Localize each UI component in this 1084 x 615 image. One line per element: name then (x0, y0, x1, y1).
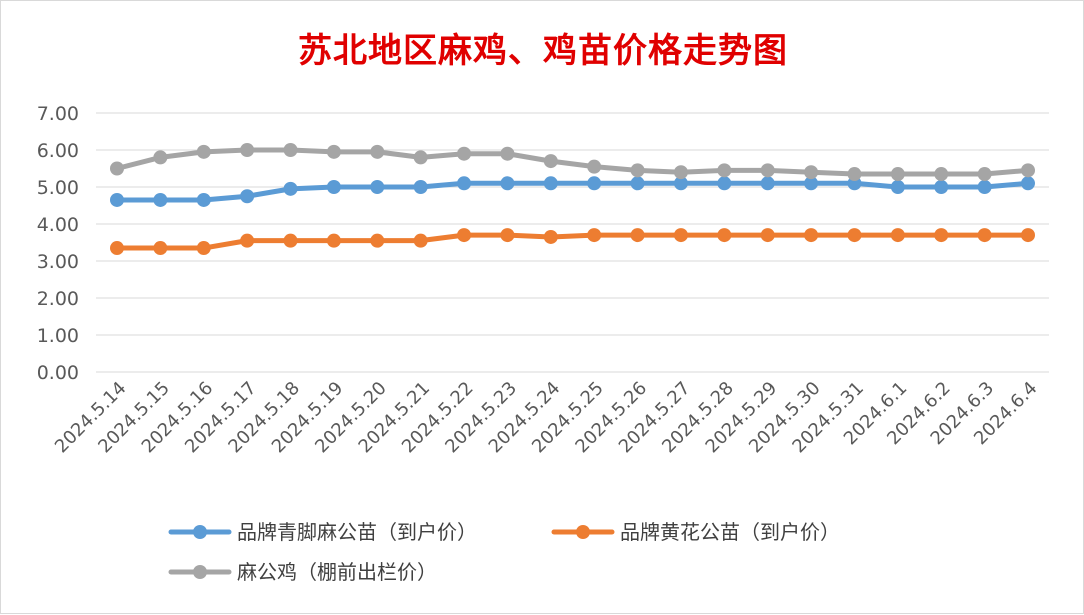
data-point (283, 181, 298, 196)
data-point (543, 176, 558, 191)
y-tick-label: 5.00 (37, 177, 79, 199)
legend-item: 麻公鸡（棚前出栏价） (168, 560, 437, 584)
data-point (283, 143, 298, 157)
data-point (153, 192, 168, 207)
series-line-1 (114, 180, 1031, 203)
legend-label: 麻公鸡（棚前出栏价） (237, 560, 437, 584)
y-axis-ticks: 0.00 1.00 2.00 3.00 4.00 5.00 6.00 7.00 (37, 103, 79, 384)
data-point (977, 167, 992, 182)
data-point (500, 176, 515, 191)
data-point (804, 228, 819, 243)
legend-item: 品牌青脚麻公苗（到户价） (168, 520, 477, 544)
y-tick-label: 6.00 (37, 140, 79, 162)
data-point (630, 163, 645, 178)
y-tick-label: 0.00 (37, 362, 79, 384)
data-point (760, 228, 775, 243)
y-tick-label: 2.00 (37, 288, 79, 310)
data-point (717, 163, 732, 178)
series-lines (110, 143, 1035, 256)
series-line-2 (114, 232, 1031, 251)
data-point (1021, 163, 1035, 178)
data-point (196, 144, 211, 159)
data-point (326, 144, 341, 159)
data-point (110, 161, 124, 176)
data-point (890, 167, 905, 182)
data-point (240, 189, 255, 204)
data-point (153, 150, 168, 165)
legend-swatch-marker (576, 525, 590, 539)
data-point (804, 176, 819, 191)
y-tick-label: 3.00 (37, 251, 79, 273)
data-point (760, 176, 775, 191)
legend-swatch-marker (193, 565, 207, 579)
data-point (587, 159, 602, 174)
data-point (587, 176, 602, 191)
legend-label: 品牌黄花公苗（到户价） (620, 520, 840, 544)
series-line-3 (114, 147, 1031, 177)
data-point (1021, 228, 1035, 243)
data-point (760, 163, 775, 178)
data-point (717, 228, 732, 243)
data-point (630, 176, 645, 191)
data-point (413, 150, 428, 165)
data-point (673, 165, 688, 180)
data-point (110, 241, 124, 256)
data-point (1021, 176, 1035, 191)
data-point (543, 154, 558, 169)
data-point (370, 233, 385, 248)
data-point (673, 228, 688, 243)
data-point (240, 233, 255, 248)
chart-title: 苏北地区麻鸡、鸡苗价格走势图 (298, 31, 788, 71)
data-point (977, 228, 992, 243)
data-point (457, 228, 472, 243)
data-point (890, 228, 905, 243)
data-point (196, 192, 211, 207)
data-point (153, 241, 168, 256)
data-point (370, 144, 385, 159)
data-point (717, 176, 732, 191)
data-point (370, 180, 385, 194)
data-point (326, 233, 341, 248)
y-tick-label: 7.00 (37, 103, 79, 125)
data-point (413, 180, 428, 194)
legend-item: 品牌黄花公苗（到户价） (551, 520, 840, 544)
data-point (240, 143, 255, 157)
data-point (890, 180, 905, 194)
data-point (847, 228, 862, 243)
data-point (977, 180, 992, 194)
data-point (630, 228, 645, 243)
data-point (457, 176, 472, 191)
data-point (457, 146, 472, 161)
legend: 品牌青脚麻公苗（到户价） 品牌黄花公苗（到户价） 麻公鸡（棚前出栏价） (168, 520, 840, 584)
legend-label: 品牌青脚麻公苗（到户价） (237, 520, 477, 544)
legend-swatch-marker (193, 525, 207, 539)
data-point (543, 229, 558, 244)
x-axis-ticks: 2024.5.142024.5.152024.5.162024.5.172024… (51, 378, 1042, 458)
data-point (847, 167, 862, 182)
y-tick-label: 1.00 (37, 325, 79, 347)
data-point (413, 233, 428, 248)
data-point (110, 192, 124, 207)
data-point (934, 167, 949, 182)
data-point (804, 165, 819, 180)
data-point (934, 180, 949, 194)
data-point (934, 228, 949, 243)
y-tick-label: 4.00 (37, 214, 79, 236)
data-point (673, 176, 688, 191)
data-point (500, 228, 515, 243)
data-point (283, 233, 298, 248)
data-point (196, 241, 211, 256)
data-point (500, 146, 515, 161)
data-point (326, 180, 341, 194)
data-point (587, 228, 602, 243)
gridlines (96, 112, 1049, 373)
